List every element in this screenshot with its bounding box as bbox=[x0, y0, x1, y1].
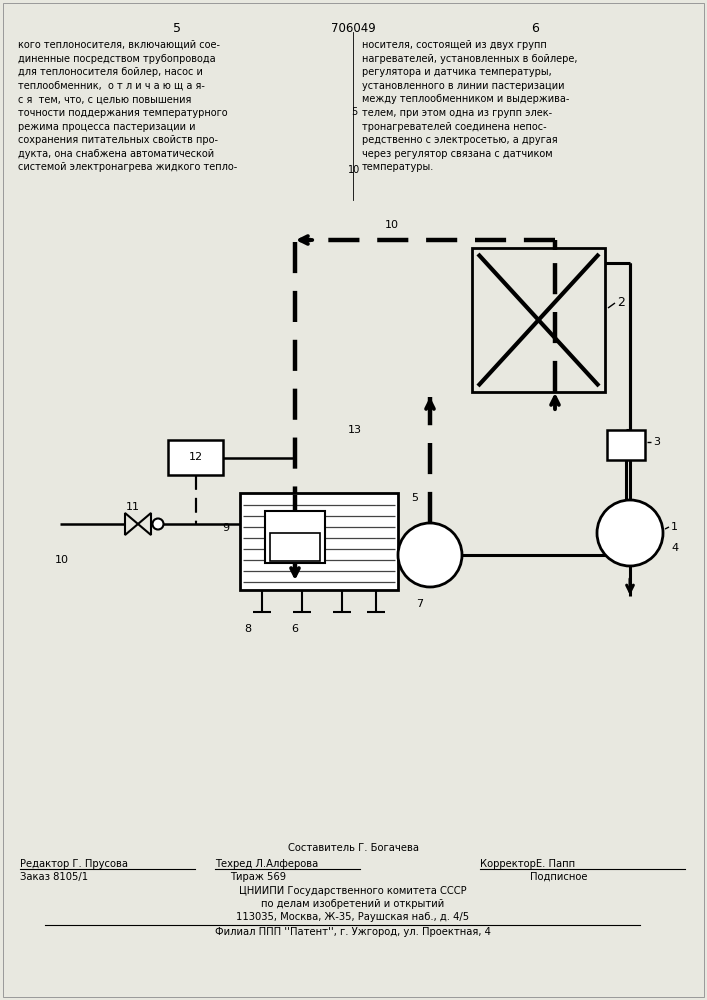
Text: 8: 8 bbox=[245, 624, 252, 634]
Bar bbox=[265, 511, 325, 563]
Text: 12: 12 bbox=[189, 452, 203, 462]
Circle shape bbox=[153, 518, 163, 530]
Circle shape bbox=[597, 500, 663, 566]
Text: Заказ 8105/1: Заказ 8105/1 bbox=[20, 872, 88, 882]
Bar bbox=[472, 248, 605, 392]
Text: 6: 6 bbox=[531, 22, 539, 35]
Text: 11: 11 bbox=[126, 502, 140, 512]
Text: 113035, Москва, Ж-35, Раушская наб., д. 4/5: 113035, Москва, Ж-35, Раушская наб., д. … bbox=[236, 912, 469, 922]
Text: Техред Л.Алферова: Техред Л.Алферова bbox=[215, 859, 318, 869]
Text: 10: 10 bbox=[348, 165, 360, 175]
Text: 5: 5 bbox=[173, 22, 181, 35]
Text: Редактор Г. Прусова: Редактор Г. Прусова bbox=[20, 859, 128, 869]
Text: 5: 5 bbox=[351, 107, 357, 117]
Text: 6: 6 bbox=[291, 624, 298, 634]
Text: 2: 2 bbox=[617, 296, 625, 310]
Text: кого теплоносителя, включающий сое-
диненные посредством трубопровода
для теплон: кого теплоносителя, включающий сое- дине… bbox=[18, 40, 238, 172]
Text: 10: 10 bbox=[385, 220, 399, 230]
Text: КорректорЕ. Папп: КорректорЕ. Папп bbox=[480, 859, 575, 869]
Bar bbox=[240, 493, 398, 590]
Text: ЦНИИПИ Государственного комитета СССР: ЦНИИПИ Государственного комитета СССР bbox=[239, 886, 467, 896]
Bar bbox=[168, 440, 223, 475]
Bar bbox=[270, 533, 320, 561]
Text: 4: 4 bbox=[671, 543, 678, 553]
Text: 706049: 706049 bbox=[331, 22, 375, 35]
Text: 5: 5 bbox=[411, 493, 419, 503]
Text: Филиал ППП ''Патент'', г. Ужгород, ул. Проектная, 4: Филиал ППП ''Патент'', г. Ужгород, ул. П… bbox=[215, 927, 491, 937]
Text: по делам изобретений и открытий: по делам изобретений и открытий bbox=[262, 899, 445, 909]
Circle shape bbox=[398, 523, 462, 587]
Text: 9: 9 bbox=[223, 523, 230, 533]
Bar bbox=[607, 430, 645, 460]
Text: Подписное: Подписное bbox=[530, 872, 588, 882]
Text: 7: 7 bbox=[416, 599, 423, 609]
Text: 1: 1 bbox=[671, 522, 678, 532]
Text: Тираж 569: Тираж 569 bbox=[230, 872, 286, 882]
Text: 13: 13 bbox=[348, 425, 362, 435]
Text: Составитель Г. Богачева: Составитель Г. Богачева bbox=[288, 843, 419, 853]
Text: 3: 3 bbox=[653, 437, 660, 447]
Text: носителя, состоящей из двух групп
нагревателей, установленных в бойлере,
регулят: носителя, состоящей из двух групп нагрев… bbox=[362, 40, 578, 172]
Text: 10: 10 bbox=[55, 555, 69, 565]
